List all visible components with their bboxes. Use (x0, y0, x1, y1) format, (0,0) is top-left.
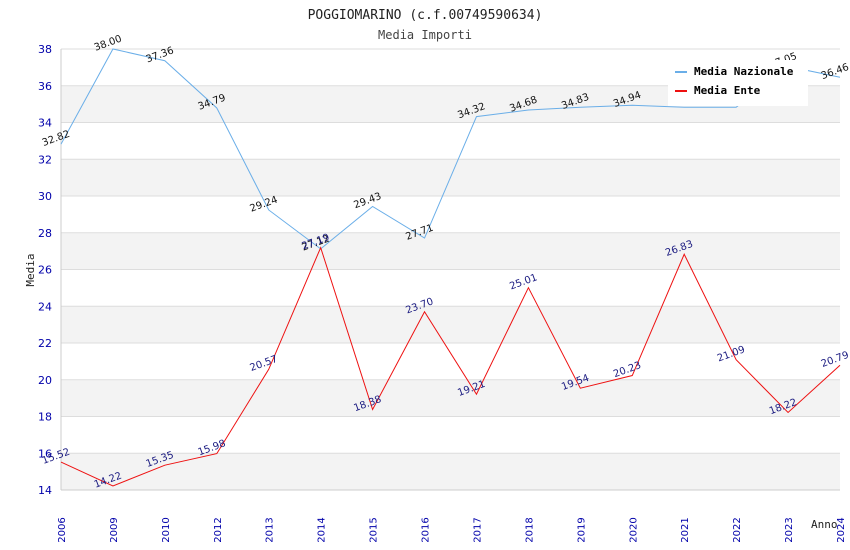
x-tick-label: 2009 (109, 517, 120, 542)
chart-title: POGGIOMARINO (c.f.00749590634) (308, 8, 543, 23)
x-tick-label: 2006 (57, 517, 68, 542)
legend-box (668, 60, 808, 106)
y-axis-ticks: 14 16 18 20 22 24 26 28 30 32 34 36 38 (38, 43, 52, 497)
grid-band (61, 269, 840, 307)
y-tick-label: 24 (38, 300, 52, 313)
series-line-media-nazionale (60, 48, 841, 250)
x-tick-label: 2016 (421, 517, 432, 542)
y-axis-label: Media (24, 253, 37, 286)
x-tick-label: 2024 (836, 517, 847, 542)
y-tick-label: 32 (38, 153, 52, 166)
grid-band (61, 196, 840, 233)
series-line-media-ente (60, 246, 841, 487)
grid-band (61, 416, 840, 454)
x-tick-label: 2019 (576, 517, 587, 542)
y-tick-label: 14 (38, 484, 52, 497)
grid-band (61, 453, 840, 490)
x-tick-label: 2015 (369, 517, 380, 542)
legend-label-media-ente: Media Ente (694, 84, 761, 97)
x-axis-label: Anno (811, 518, 838, 531)
y-tick-label: 38 (38, 43, 52, 56)
x-tick-label: 2018 (524, 517, 535, 542)
x-tick-label: 2014 (317, 517, 328, 542)
legend: Media Nazionale Media Ente (668, 60, 808, 106)
y-tick-label: 36 (38, 80, 52, 93)
y-tick-label: 30 (38, 190, 52, 203)
x-tick-label: 2021 (680, 517, 691, 542)
x-tick-label: 2013 (265, 517, 276, 542)
x-tick-label: 2022 (732, 517, 743, 542)
grid-band (61, 306, 840, 343)
grid-band (61, 232, 840, 270)
x-tick-label: 2023 (784, 517, 795, 542)
y-tick-label: 16 (38, 447, 52, 460)
legend-label-media-nazionale: Media Nazionale (694, 65, 794, 78)
y-tick-label: 28 (38, 227, 52, 240)
y-tick-label: 26 (38, 264, 52, 277)
y-tick-label: 34 (38, 117, 52, 130)
x-tick-label: 2010 (161, 517, 172, 542)
y-tick-label: 20 (38, 374, 52, 387)
x-tick-label: 2012 (213, 517, 224, 542)
grid-band (61, 343, 840, 380)
x-tick-label: 2017 (472, 517, 483, 542)
chart-subtitle: Media Importi (378, 28, 472, 42)
grid-bands (60, 48, 840, 491)
x-axis-ticks: 2006 2009 2010 2012 2013 2014 2015 2016 2017 2018… (57, 517, 847, 542)
y-tick-label: 22 (38, 337, 52, 350)
y-tick-label: 18 (38, 411, 52, 424)
x-tick-label: 2020 (628, 517, 639, 542)
grid-band (61, 379, 840, 417)
grid-band (61, 122, 840, 160)
